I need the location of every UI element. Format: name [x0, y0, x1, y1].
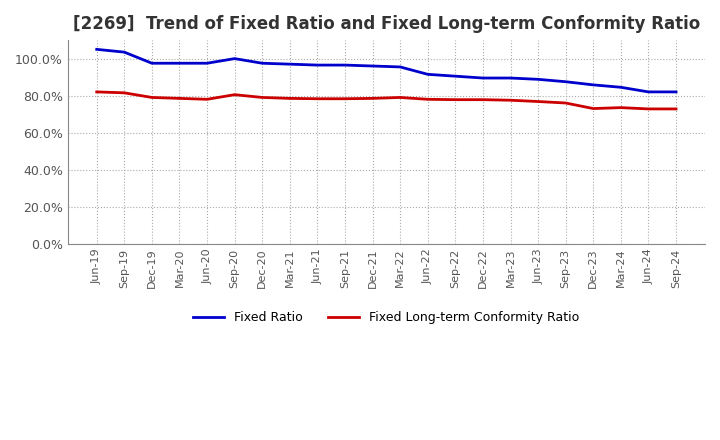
Fixed Long-term Conformity Ratio	[203, 97, 212, 102]
Fixed Ratio	[341, 62, 349, 68]
Title: [2269]  Trend of Fixed Ratio and Fixed Long-term Conformity Ratio: [2269] Trend of Fixed Ratio and Fixed Lo…	[73, 15, 700, 33]
Fixed Long-term Conformity Ratio	[562, 100, 570, 106]
Fixed Ratio	[506, 75, 515, 81]
Fixed Ratio	[644, 89, 653, 95]
Fixed Long-term Conformity Ratio	[506, 98, 515, 103]
Fixed Long-term Conformity Ratio	[341, 96, 349, 101]
Fixed Long-term Conformity Ratio	[534, 99, 542, 104]
Fixed Ratio	[368, 63, 377, 69]
Fixed Ratio	[396, 64, 405, 70]
Fixed Ratio	[203, 61, 212, 66]
Fixed Ratio	[175, 61, 184, 66]
Legend: Fixed Ratio, Fixed Long-term Conformity Ratio: Fixed Ratio, Fixed Long-term Conformity …	[188, 306, 585, 329]
Fixed Ratio	[258, 61, 266, 66]
Fixed Long-term Conformity Ratio	[148, 95, 156, 100]
Fixed Long-term Conformity Ratio	[313, 96, 322, 101]
Fixed Ratio	[230, 56, 239, 61]
Fixed Long-term Conformity Ratio	[396, 95, 405, 100]
Fixed Ratio	[92, 47, 101, 52]
Fixed Long-term Conformity Ratio	[120, 90, 129, 95]
Fixed Long-term Conformity Ratio	[175, 96, 184, 101]
Fixed Long-term Conformity Ratio	[92, 89, 101, 95]
Fixed Long-term Conformity Ratio	[479, 97, 487, 103]
Fixed Long-term Conformity Ratio	[644, 106, 653, 112]
Fixed Ratio	[479, 75, 487, 81]
Fixed Ratio	[589, 82, 598, 88]
Line: Fixed Long-term Conformity Ratio: Fixed Long-term Conformity Ratio	[96, 92, 676, 109]
Fixed Ratio	[451, 73, 459, 79]
Fixed Ratio	[148, 61, 156, 66]
Fixed Long-term Conformity Ratio	[451, 97, 459, 103]
Fixed Long-term Conformity Ratio	[589, 106, 598, 111]
Fixed Ratio	[423, 72, 432, 77]
Line: Fixed Ratio: Fixed Ratio	[96, 49, 676, 92]
Fixed Ratio	[313, 62, 322, 68]
Fixed Long-term Conformity Ratio	[286, 96, 294, 101]
Fixed Long-term Conformity Ratio	[672, 106, 680, 112]
Fixed Ratio	[562, 79, 570, 84]
Fixed Long-term Conformity Ratio	[616, 105, 625, 110]
Fixed Ratio	[534, 77, 542, 82]
Fixed Long-term Conformity Ratio	[258, 95, 266, 100]
Fixed Long-term Conformity Ratio	[368, 96, 377, 101]
Fixed Long-term Conformity Ratio	[230, 92, 239, 97]
Fixed Ratio	[286, 62, 294, 67]
Fixed Ratio	[616, 84, 625, 90]
Fixed Ratio	[120, 49, 129, 55]
Fixed Ratio	[672, 89, 680, 95]
Fixed Long-term Conformity Ratio	[423, 97, 432, 102]
